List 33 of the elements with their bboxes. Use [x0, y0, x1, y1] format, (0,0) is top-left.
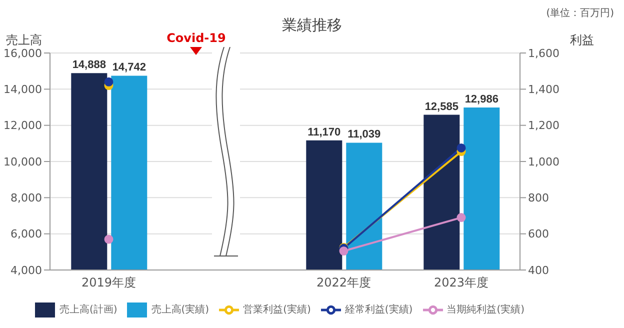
- x-tick-label: 2022年度: [316, 276, 372, 290]
- y2-tick-label: 1,600: [528, 46, 560, 60]
- y2-tick-label: 800: [528, 192, 549, 205]
- y-tick-label: 12,000: [4, 119, 42, 132]
- y-tick-label: 16,000: [4, 46, 42, 60]
- data-label: 11,039: [348, 128, 381, 141]
- y-tick-label: 6,000: [10, 228, 42, 241]
- y2-axis-title: 利益: [570, 32, 594, 49]
- y-tick-label: 8,000: [10, 192, 42, 205]
- text: (単位：百万円): [546, 7, 614, 20]
- legend-label: 売上高(実績): [151, 304, 210, 316]
- legend-label: 当期純利益(実績): [446, 304, 525, 316]
- legend-label: 売上高(計画): [59, 304, 118, 316]
- y-axis-title: 売上高: [6, 32, 42, 48]
- data-label: 11,170: [308, 126, 341, 138]
- chart-title: 業績推移: [282, 16, 342, 34]
- data-label: 12,986: [464, 94, 498, 106]
- y-tick-label: 10,000: [4, 155, 42, 168]
- x-tick-label: 2023年度: [434, 276, 489, 290]
- text: Covid-19: [166, 31, 227, 45]
- data-label: 14,888: [72, 59, 106, 72]
- legend-label: 営業利益(実績): [243, 304, 311, 316]
- data-label: 14,742: [112, 62, 146, 74]
- y-tick-label: 4,000: [10, 264, 42, 277]
- x-tick-label: 2019年度: [81, 276, 136, 290]
- y2-tick-label: 400: [528, 264, 549, 277]
- data-label: 12,585: [424, 100, 458, 113]
- y-tick-label: 14,000: [4, 83, 42, 96]
- y2-tick-label: 1,200: [528, 119, 560, 132]
- legend-label: 経常利益(実績): [344, 304, 413, 316]
- y2-tick-label: 1,000: [528, 155, 560, 168]
- y2-tick-label: 600: [528, 228, 549, 241]
- y2-tick-label: 1,400: [528, 83, 560, 96]
